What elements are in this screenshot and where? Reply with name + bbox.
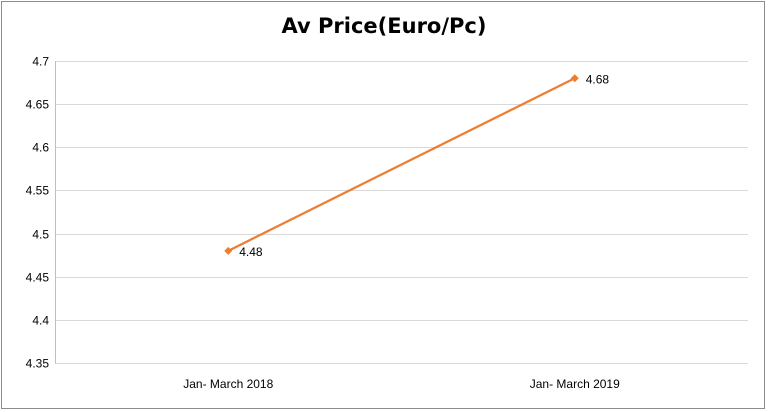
data-labels: 4.48 4.68 bbox=[239, 72, 609, 259]
y-tick-label: 4.5 bbox=[32, 228, 49, 242]
y-tick-label: 4.7 bbox=[32, 55, 49, 69]
data-label: 4.48 bbox=[239, 245, 263, 259]
data-label: 4.68 bbox=[586, 72, 610, 86]
y-tick-label: 4.55 bbox=[26, 184, 50, 198]
y-tick-label: 4.45 bbox=[26, 271, 50, 285]
y-tick-label: 4.65 bbox=[26, 98, 50, 112]
x-tick-label: Jan- March 2018 bbox=[183, 377, 273, 391]
y-tick-label: 4.6 bbox=[32, 141, 49, 155]
series-layer bbox=[224, 74, 579, 255]
y-tick-label: 4.4 bbox=[32, 314, 49, 328]
data-point-marker bbox=[570, 74, 579, 83]
series-line bbox=[227, 77, 576, 252]
x-axis-ticks: Jan- March 2018 Jan- March 2019 bbox=[183, 377, 620, 391]
y-tick-label: 4.35 bbox=[26, 357, 50, 371]
x-tick-label: Jan- March 2019 bbox=[530, 377, 620, 391]
data-point-marker bbox=[224, 246, 233, 255]
chart-title: Av Price(Euro/Pc) bbox=[281, 14, 487, 38]
y-axis-ticks: 4.35 4.4 4.45 4.5 4.55 4.6 4.65 4.7 bbox=[26, 55, 50, 371]
gridlines bbox=[55, 61, 748, 364]
